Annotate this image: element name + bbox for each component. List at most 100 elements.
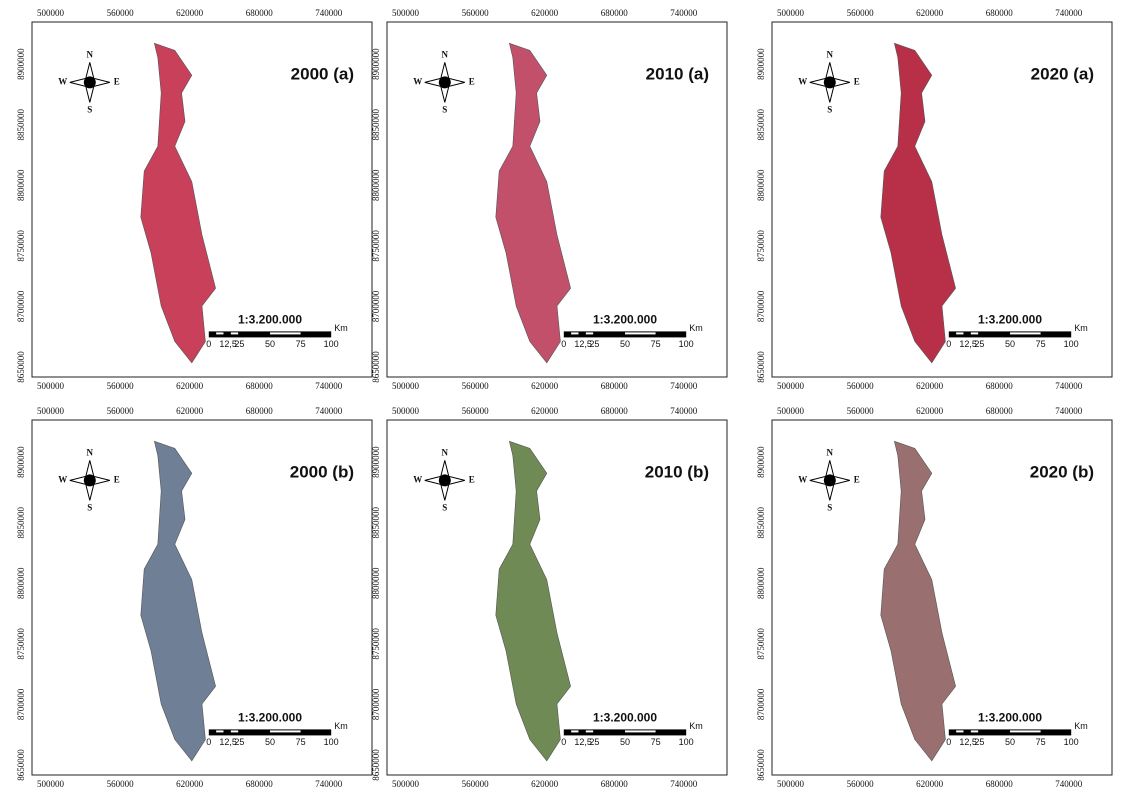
x-tick-label: 500000 bbox=[777, 8, 805, 18]
scale-label: 25 bbox=[974, 339, 984, 349]
compass-s: S bbox=[827, 104, 832, 114]
compass-center bbox=[439, 76, 451, 88]
y-tick-label: 8650000 bbox=[371, 749, 381, 781]
scale-label: 100 bbox=[324, 737, 339, 747]
y-tick-label: 8900000 bbox=[371, 446, 381, 478]
map-panel: 5000005000005600005600006200006200006800… bbox=[371, 8, 727, 391]
x-tick-label: 740000 bbox=[1055, 381, 1083, 391]
compass-center bbox=[824, 474, 836, 486]
x-tick-label: 500000 bbox=[777, 406, 805, 416]
y-tick-label: 8650000 bbox=[16, 749, 26, 781]
map-panel: 5000005000005600005600006200006200006800… bbox=[371, 406, 727, 789]
scale-segment bbox=[571, 730, 578, 732]
compass-w: W bbox=[58, 76, 67, 86]
y-tick-label: 8900000 bbox=[756, 446, 766, 478]
compass-w: W bbox=[413, 474, 422, 484]
x-tick-label: 560000 bbox=[462, 406, 490, 416]
scale-segment bbox=[231, 332, 238, 334]
scale-label: 75 bbox=[651, 737, 661, 747]
x-tick-label: 680000 bbox=[246, 406, 274, 416]
scale-segment bbox=[625, 730, 656, 732]
x-tick-label: 620000 bbox=[916, 406, 944, 416]
map-panel: 5000005000005600005600006200006200006800… bbox=[756, 8, 1112, 391]
scale-label: 0 bbox=[206, 737, 211, 747]
y-tick-label: 8850000 bbox=[756, 506, 766, 538]
y-tick-label: 8750000 bbox=[371, 230, 381, 262]
scale-label: 75 bbox=[1036, 737, 1046, 747]
scale-segment bbox=[1010, 332, 1041, 334]
y-tick-label: 8800000 bbox=[371, 567, 381, 599]
x-tick-label: 560000 bbox=[107, 8, 135, 18]
y-tick-label: 8900000 bbox=[16, 446, 26, 478]
x-tick-label: 500000 bbox=[777, 381, 805, 391]
scale-unit: Km bbox=[1074, 323, 1088, 333]
scale-label: 100 bbox=[679, 339, 694, 349]
x-tick-label: 620000 bbox=[916, 381, 944, 391]
scale-label: 0 bbox=[946, 737, 951, 747]
panel-title: 2000 (b) bbox=[290, 463, 354, 482]
map-panel: 5000005000005600005600006200006200006800… bbox=[16, 406, 372, 789]
y-tick-label: 8650000 bbox=[371, 351, 381, 383]
x-tick-label: 680000 bbox=[601, 381, 629, 391]
compass-s: S bbox=[442, 104, 447, 114]
compass-e: E bbox=[854, 76, 860, 86]
y-tick-label: 8800000 bbox=[16, 169, 26, 201]
x-tick-label: 620000 bbox=[531, 779, 559, 789]
x-tick-label: 620000 bbox=[531, 406, 559, 416]
scale-ratio: 1:3.200.000 bbox=[978, 313, 1042, 327]
x-tick-label: 680000 bbox=[986, 381, 1014, 391]
compass-center bbox=[84, 76, 96, 88]
scale-label: 100 bbox=[679, 737, 694, 747]
scale-label: 75 bbox=[296, 737, 306, 747]
scale-segment bbox=[571, 332, 578, 334]
scale-segment bbox=[971, 332, 978, 334]
x-tick-label: 620000 bbox=[176, 406, 204, 416]
x-tick-label: 680000 bbox=[246, 8, 274, 18]
scale-label: 25 bbox=[589, 737, 599, 747]
map-panel: 5000005000005600005600006200006200006800… bbox=[16, 8, 372, 391]
scale-label: 50 bbox=[620, 339, 630, 349]
scale-segment bbox=[625, 332, 656, 334]
y-tick-label: 8800000 bbox=[756, 567, 766, 599]
scale-label: 0 bbox=[946, 339, 951, 349]
x-tick-label: 500000 bbox=[777, 779, 805, 789]
scale-ratio: 1:3.200.000 bbox=[593, 313, 657, 327]
y-tick-label: 8850000 bbox=[16, 506, 26, 538]
panel-title: 2010 (a) bbox=[646, 65, 709, 84]
scale-segment bbox=[231, 730, 238, 732]
compass-n: N bbox=[87, 447, 94, 457]
compass-s: S bbox=[442, 502, 447, 512]
scale-label: 50 bbox=[1005, 737, 1015, 747]
y-tick-label: 8900000 bbox=[756, 48, 766, 80]
scale-label: 50 bbox=[1005, 339, 1015, 349]
panel-title: 2020 (a) bbox=[1031, 65, 1094, 84]
x-tick-label: 500000 bbox=[392, 406, 420, 416]
x-tick-label: 740000 bbox=[315, 406, 343, 416]
x-tick-label: 680000 bbox=[601, 406, 629, 416]
compass-w: W bbox=[798, 76, 807, 86]
scale-label: 25 bbox=[234, 339, 244, 349]
x-tick-label: 560000 bbox=[107, 381, 135, 391]
panel-title: 2010 (b) bbox=[645, 463, 709, 482]
compass-e: E bbox=[114, 76, 120, 86]
compass-s: S bbox=[87, 502, 92, 512]
x-tick-label: 500000 bbox=[392, 381, 420, 391]
x-tick-label: 740000 bbox=[670, 381, 698, 391]
x-tick-label: 620000 bbox=[176, 8, 204, 18]
scale-segment bbox=[270, 730, 301, 732]
x-tick-label: 620000 bbox=[916, 779, 944, 789]
scale-segment bbox=[956, 730, 963, 732]
x-tick-label: 740000 bbox=[670, 8, 698, 18]
y-tick-label: 8800000 bbox=[16, 567, 26, 599]
y-tick-label: 8850000 bbox=[16, 108, 26, 140]
scale-ratio: 1:3.200.000 bbox=[593, 711, 657, 725]
y-tick-label: 8700000 bbox=[371, 290, 381, 322]
x-tick-label: 740000 bbox=[1055, 406, 1083, 416]
y-tick-label: 8750000 bbox=[16, 628, 26, 660]
compass-e: E bbox=[469, 474, 475, 484]
y-tick-label: 8850000 bbox=[371, 108, 381, 140]
x-tick-label: 740000 bbox=[1055, 779, 1083, 789]
panel-title: 2000 (a) bbox=[291, 65, 354, 84]
y-tick-label: 8650000 bbox=[756, 749, 766, 781]
scale-label: 75 bbox=[651, 339, 661, 349]
